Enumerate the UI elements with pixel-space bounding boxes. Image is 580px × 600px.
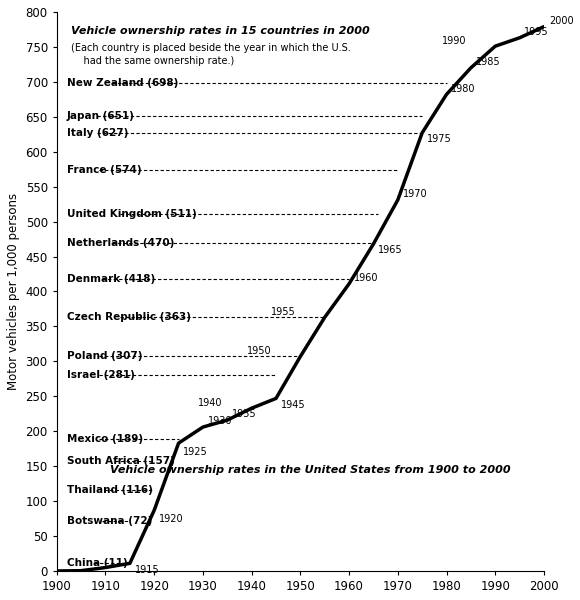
Text: Thailand (116): Thailand (116): [67, 485, 153, 495]
Text: Italy (627): Italy (627): [67, 128, 128, 138]
Text: 1955: 1955: [271, 307, 295, 317]
Text: 1930: 1930: [208, 416, 233, 427]
Text: China (11): China (11): [67, 559, 127, 568]
Text: 1985: 1985: [476, 57, 501, 67]
Text: 1970: 1970: [403, 190, 427, 199]
Text: Mexico (189): Mexico (189): [67, 434, 143, 444]
Text: Netherlands (470): Netherlands (470): [67, 238, 174, 248]
Text: (Each country is placed beside the year in which the U.S.
    had the same owner: (Each country is placed beside the year …: [71, 43, 351, 66]
Text: France (574): France (574): [67, 165, 141, 175]
Text: Vehicle ownership rates in the United States from 1900 to 2000: Vehicle ownership rates in the United St…: [110, 466, 510, 475]
Text: Poland (307): Poland (307): [67, 352, 142, 361]
Text: 1965: 1965: [378, 245, 403, 255]
Text: 2000: 2000: [549, 16, 574, 26]
Text: Vehicle ownership rates in 15 countries in 2000: Vehicle ownership rates in 15 countries …: [71, 26, 370, 36]
Text: 1940: 1940: [198, 398, 222, 407]
Text: 1935: 1935: [232, 409, 257, 419]
Text: Czech Republic (363): Czech Republic (363): [67, 313, 190, 322]
Text: 1960: 1960: [354, 273, 378, 283]
Text: Israel (281): Israel (281): [67, 370, 135, 380]
Text: Japan (651): Japan (651): [67, 111, 135, 121]
Text: 1995: 1995: [524, 27, 549, 37]
Text: 1990: 1990: [441, 35, 466, 46]
Text: 1920: 1920: [159, 514, 184, 524]
Text: South Africa (157): South Africa (157): [67, 457, 175, 466]
Text: 1925: 1925: [183, 447, 208, 457]
Text: 1915: 1915: [135, 565, 160, 575]
Y-axis label: Motor vehicles per 1,000 persons: Motor vehicles per 1,000 persons: [7, 193, 20, 390]
Text: 1980: 1980: [451, 84, 476, 94]
Text: Denmark (418): Denmark (418): [67, 274, 155, 284]
Text: 1950: 1950: [246, 346, 271, 356]
Text: 1975: 1975: [427, 134, 452, 144]
Text: Botswana (72): Botswana (72): [67, 516, 152, 526]
Text: 1945: 1945: [281, 400, 306, 410]
Text: New Zealand (698): New Zealand (698): [67, 78, 178, 88]
Text: United Kingdom (511): United Kingdom (511): [67, 209, 196, 219]
